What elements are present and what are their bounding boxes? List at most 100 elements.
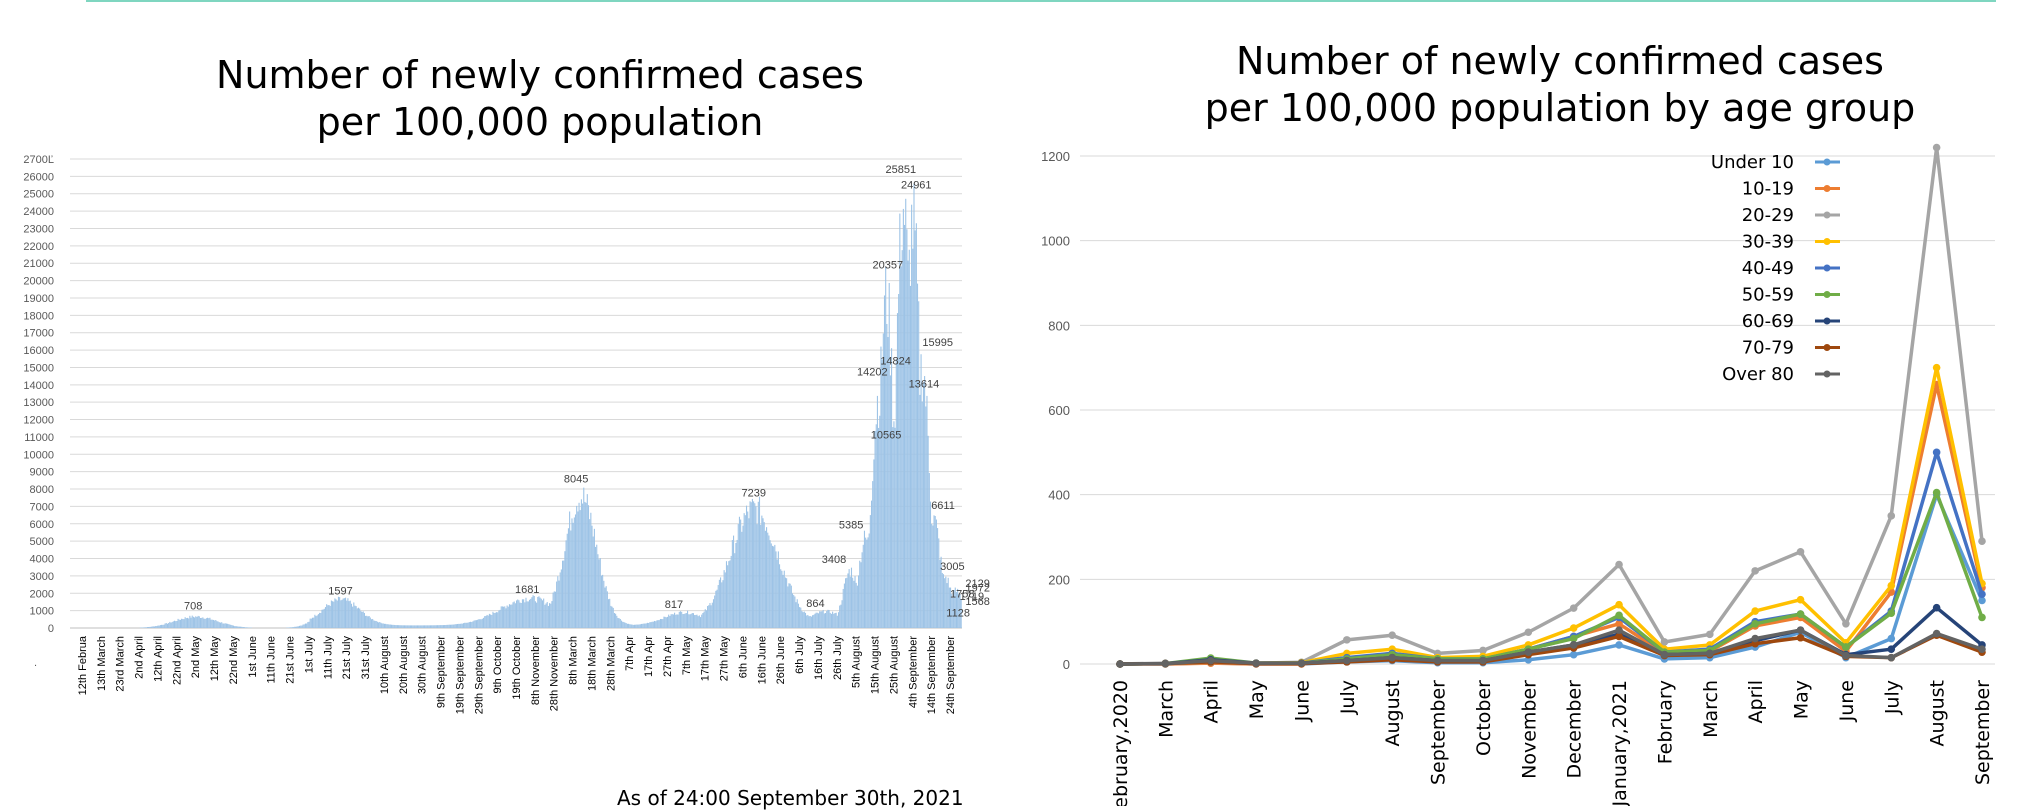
chart2-y-tick-label: 800 [1048,318,1070,333]
chart2-legend-label: 30-39 [1742,232,1794,253]
chart2-legend-marker [1824,344,1831,351]
chart2-data-point [1887,609,1895,617]
chart2-data-point [1615,641,1623,649]
chart2-y-tick-label: 0 [1063,657,1070,672]
chart2-data-point [1797,634,1805,642]
chart2-x-tick-label: July [1337,680,1359,715]
chart2-x-tick-label: December [1564,680,1586,779]
chart2-data-point [1933,364,1941,372]
chart2-legend-label: Over 80 [1722,364,1794,385]
chart2-x-tick-label: November [1518,680,1540,779]
chart2-legend-label: 70-79 [1742,338,1794,359]
chart2-data-point [1797,548,1805,556]
chart2-x-tick-label: August [1382,680,1404,747]
chart2-data-point [1842,643,1850,651]
chart2-x-tick-label: May [1246,680,1268,719]
chart2-x-tick-label: June [1291,680,1313,722]
chart2-data-point [1706,631,1714,639]
chart2-x-tick-label: March [1700,680,1722,738]
chart2-data-point [1751,620,1759,628]
chart2-data-point [1887,635,1895,643]
chart2-data-point [1706,650,1714,658]
chart2-data-point [1797,596,1805,604]
chart2-data-point [1751,567,1759,575]
chart2-x-tick-label: October [1473,680,1495,756]
chart2-legend-marker [1824,318,1831,325]
chart2-data-point [1751,607,1759,615]
chart2-x-tick-label: April [1745,680,1767,723]
chart2-data-point [1615,561,1623,569]
chart2-x-tick-label: May [1791,680,1813,719]
chart2-data-point [1797,610,1805,618]
chart2-data-point [1343,657,1351,665]
chart2-data-point [1570,641,1578,649]
chart2-legend-marker [1824,291,1831,298]
chart2-data-point [1933,604,1941,612]
chart2-x-tick-label: September [1972,680,1994,785]
chart2-data-point [1842,652,1850,660]
chart2-legend-label: 10-19 [1742,179,1794,200]
chart2-data-point [1162,660,1170,668]
chart2-data-point [1887,645,1895,653]
chart2-legend-marker [1824,159,1831,166]
chart2-data-point [1388,654,1396,662]
chart2-data-point [1479,657,1487,665]
chart2-data-point [1570,624,1578,632]
chart2-legend-label: Under 10 [1711,152,1794,173]
chart2-data-point [1661,651,1669,659]
chart2-data-point [1570,651,1578,659]
chart2-data-point [1842,620,1850,628]
chart2-data-point [1887,512,1895,520]
chart2-legend-marker [1824,265,1831,272]
chart2-data-point [1797,626,1805,634]
chart2-x-tick-label: July [1881,680,1903,715]
chart2-data-point [1933,630,1941,638]
chart2-data-point [1298,659,1306,667]
chart2-y-tick-label: 1000 [1041,234,1070,249]
chart2-x-tick-label: June [1836,680,1858,722]
chart2-data-point [1207,657,1215,665]
chart2-x-tick-label: September [1428,680,1450,785]
chart2-x-tick-label: February,2020 [1110,680,1132,806]
chart2-x-tick-label: February [1654,680,1676,764]
chart2-y-tick-label: 600 [1048,403,1070,418]
chart2-x-tick-label: August [1927,680,1949,747]
chart2-legend-label: 40-49 [1742,258,1794,279]
chart2-y-tick-label: 1200 [1041,149,1070,164]
chart2-x-tick-label: January,2021 [1609,680,1631,806]
chart2-data-point [1434,657,1442,665]
chart2-data-point [1978,645,1986,653]
chart2-data-point [1978,537,1986,545]
chart2-data-point [1751,635,1759,643]
chart2-data-point [1615,601,1623,609]
chart2-series-line [1120,148,1982,664]
chart2-legend-label: 50-59 [1742,285,1794,306]
chart2-data-point [1933,449,1941,457]
chart2-y-tick-label: 200 [1048,572,1070,587]
chart2-data-point [1525,628,1533,636]
chart2-data-point [1933,144,1941,152]
chart2-data-point [1343,636,1351,644]
chart2-data-point [1933,489,1941,497]
chart2-data-point [1615,626,1623,634]
chart2-data-point [1978,614,1986,622]
chart2-legend-label: 60-69 [1742,311,1794,332]
chart2-data-point [1887,582,1895,590]
chart2-data-point [1252,659,1260,667]
chart2-data-point [1570,604,1578,612]
chart2-legend-marker [1824,185,1831,192]
chart2-data-point [1887,654,1895,662]
chart2-data-point [1388,631,1396,639]
chart2-data-point [1978,590,1986,598]
chart2-x-tick-label: March [1155,680,1177,738]
chart2-legend-marker [1824,212,1831,219]
chart2-legend-marker [1824,371,1831,378]
chart2-data-point [1525,648,1533,656]
chart2-data-point [1615,612,1623,620]
chart2-legend-marker [1824,238,1831,245]
chart2-y-tick-label: 400 [1048,488,1070,503]
chart2-legend-label: 20-29 [1742,205,1794,226]
chart2-data-point [1116,660,1124,668]
chart2-x-tick-label: April [1201,680,1223,723]
